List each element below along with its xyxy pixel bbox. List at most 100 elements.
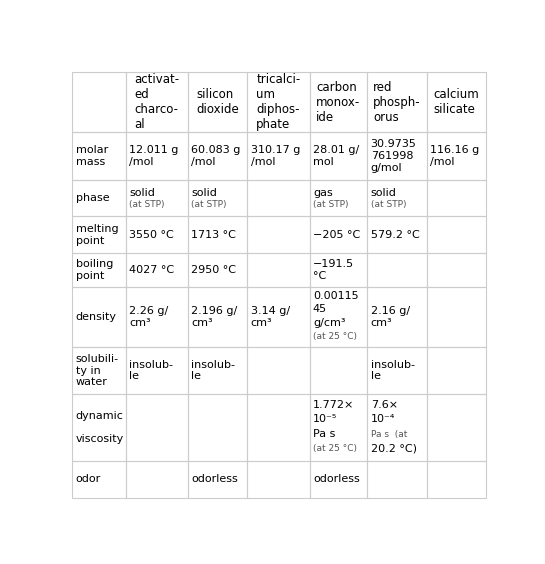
Bar <box>72 394 125 461</box>
Text: molar
mass: molar mass <box>76 145 108 167</box>
Bar <box>310 133 367 179</box>
Bar <box>427 287 486 347</box>
Bar <box>247 133 310 179</box>
Text: 2.16 g/
cm³: 2.16 g/ cm³ <box>371 306 410 328</box>
Text: (at STP): (at STP) <box>191 200 227 209</box>
Text: 10⁻⁵: 10⁻⁵ <box>313 415 337 424</box>
Bar <box>188 217 247 253</box>
Bar <box>247 394 310 461</box>
Bar <box>310 179 367 217</box>
Bar <box>188 347 247 394</box>
Bar <box>247 287 310 347</box>
Bar <box>427 217 486 253</box>
Bar <box>310 253 367 287</box>
Bar <box>125 461 188 497</box>
Bar <box>310 217 367 253</box>
Bar <box>72 253 125 287</box>
Bar <box>72 217 125 253</box>
Bar <box>367 253 427 287</box>
Text: 1713 °C: 1713 °C <box>191 230 236 240</box>
Text: 60.083 g
/mol: 60.083 g /mol <box>191 145 240 167</box>
Text: odorless: odorless <box>191 474 238 484</box>
Text: density: density <box>76 312 117 322</box>
Bar <box>367 394 427 461</box>
Bar <box>188 72 247 133</box>
Bar <box>72 347 125 394</box>
Bar <box>310 72 367 133</box>
Text: (at STP): (at STP) <box>129 200 165 209</box>
Text: 1.772×: 1.772× <box>313 399 354 409</box>
Bar <box>188 179 247 217</box>
Bar <box>310 347 367 394</box>
Text: calcium
silicate: calcium silicate <box>434 88 480 116</box>
Text: 2950 °C: 2950 °C <box>191 265 236 275</box>
Bar <box>188 133 247 179</box>
Text: phase: phase <box>76 193 110 203</box>
Text: Pa s  (at: Pa s (at <box>371 430 407 439</box>
Text: melting
point: melting point <box>76 224 118 246</box>
Text: 0.00115: 0.00115 <box>313 291 359 301</box>
Bar <box>125 179 188 217</box>
Bar <box>72 133 125 179</box>
Text: 116.16 g
/mol: 116.16 g /mol <box>430 145 480 167</box>
Text: solubili-
ty in
water: solubili- ty in water <box>76 354 119 387</box>
Text: red
phosph-
orus: red phosph- orus <box>373 81 421 124</box>
Text: (at 25 °C): (at 25 °C) <box>313 332 357 341</box>
Bar <box>188 287 247 347</box>
Text: (at STP): (at STP) <box>313 200 348 209</box>
Text: odor: odor <box>76 474 101 484</box>
Bar <box>247 217 310 253</box>
Text: 4027 °C: 4027 °C <box>129 265 174 275</box>
Text: 2.26 g/
cm³: 2.26 g/ cm³ <box>129 306 168 328</box>
Text: insolub-
le: insolub- le <box>129 360 173 381</box>
Text: dynamic

viscosity: dynamic viscosity <box>76 411 124 444</box>
Text: insolub-
le: insolub- le <box>371 360 415 381</box>
Bar <box>367 287 427 347</box>
Text: 579.2 °C: 579.2 °C <box>371 230 419 240</box>
Bar <box>247 461 310 497</box>
Text: tricalci-
um
diphos-
phate: tricalci- um diphos- phate <box>256 73 300 131</box>
Text: 3550 °C: 3550 °C <box>129 230 174 240</box>
Bar <box>310 287 367 347</box>
Bar <box>427 461 486 497</box>
Bar <box>72 179 125 217</box>
Bar <box>367 217 427 253</box>
Bar <box>367 461 427 497</box>
Text: activat-
ed
charco-
al: activat- ed charco- al <box>134 73 179 131</box>
Text: gas: gas <box>313 188 332 198</box>
Bar <box>125 253 188 287</box>
Bar <box>125 394 188 461</box>
Bar <box>188 461 247 497</box>
Bar <box>125 287 188 347</box>
Bar <box>72 287 125 347</box>
Text: 10⁻⁴: 10⁻⁴ <box>371 415 395 424</box>
Text: 20.2 °C): 20.2 °C) <box>371 444 416 454</box>
Text: (at STP): (at STP) <box>371 200 406 209</box>
Text: carbon
monox-
ide: carbon monox- ide <box>316 81 360 124</box>
Text: −191.5
°C: −191.5 °C <box>313 259 354 281</box>
Bar <box>247 72 310 133</box>
Text: Pa s: Pa s <box>313 429 335 439</box>
Text: boiling
point: boiling point <box>76 259 113 281</box>
Bar <box>367 133 427 179</box>
Bar <box>367 179 427 217</box>
Bar <box>72 461 125 497</box>
Bar <box>427 394 486 461</box>
Bar <box>188 253 247 287</box>
Text: 28.01 g/
mol: 28.01 g/ mol <box>313 145 359 167</box>
Text: silicon
dioxide: silicon dioxide <box>196 88 239 116</box>
Bar <box>310 394 367 461</box>
Text: solid: solid <box>129 188 155 198</box>
Bar <box>247 179 310 217</box>
Bar <box>125 133 188 179</box>
Text: 310.17 g
/mol: 310.17 g /mol <box>251 145 300 167</box>
Bar <box>427 253 486 287</box>
Text: insolub-
le: insolub- le <box>191 360 235 381</box>
Bar <box>427 72 486 133</box>
Text: 45: 45 <box>313 305 327 315</box>
Bar <box>72 72 125 133</box>
Text: 7.6×: 7.6× <box>371 399 398 409</box>
Bar <box>125 217 188 253</box>
Bar <box>367 72 427 133</box>
Bar <box>247 347 310 394</box>
